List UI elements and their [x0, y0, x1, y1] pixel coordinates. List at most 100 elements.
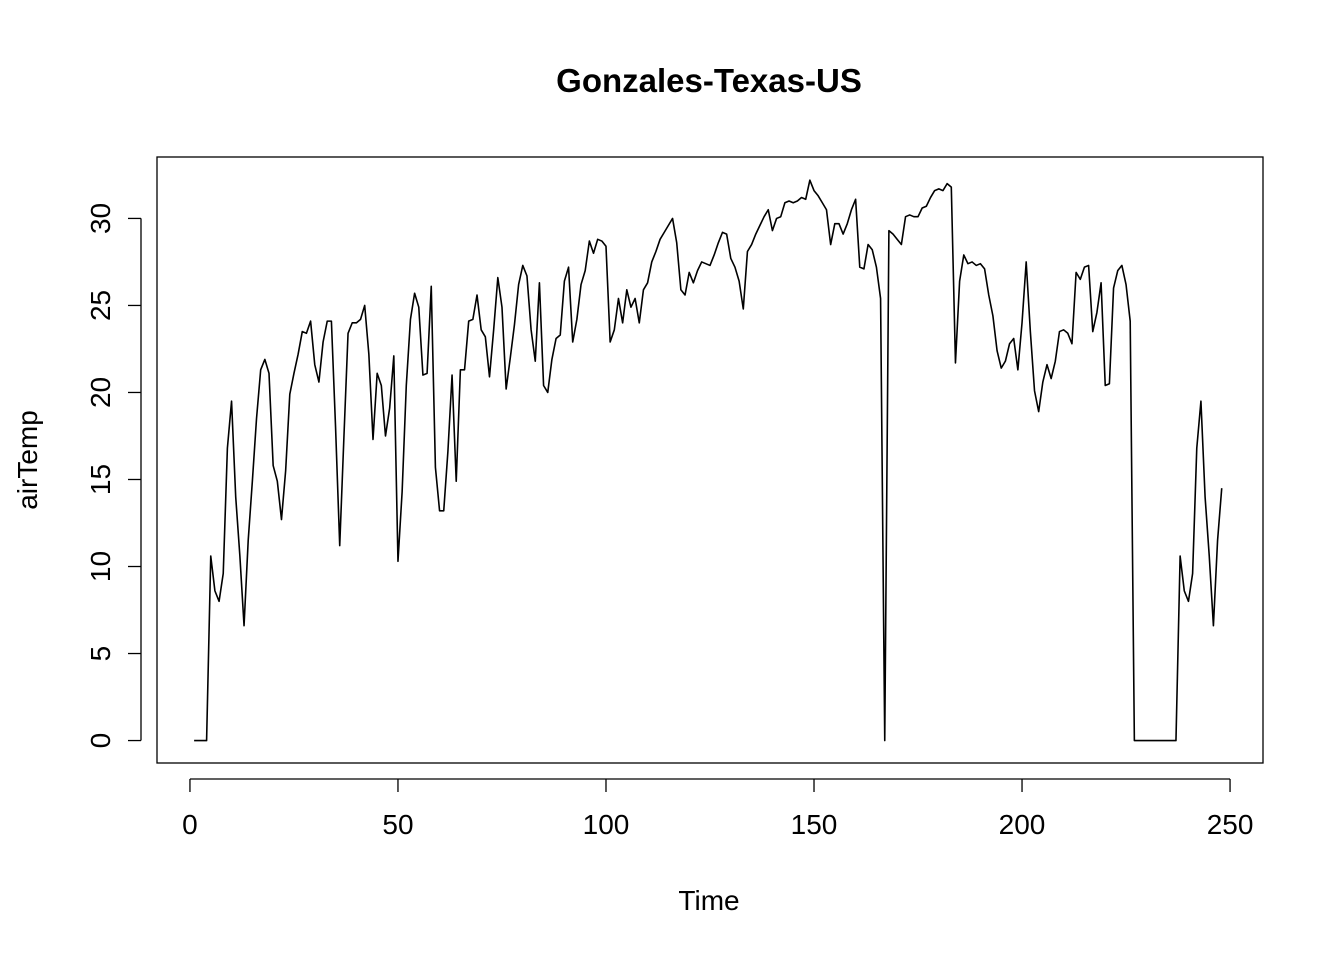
data-point: [779, 215, 782, 218]
data-point: [879, 297, 882, 300]
data-point: [771, 229, 774, 232]
data-point: [384, 434, 387, 437]
data-point: [979, 262, 982, 265]
data-point: [996, 349, 999, 352]
data-point: [459, 368, 462, 371]
data-point: [322, 341, 325, 344]
data-point: [604, 245, 607, 248]
data-point: [567, 266, 570, 269]
data-point: [671, 217, 674, 220]
data-point: [434, 466, 437, 469]
data-point: [892, 233, 895, 236]
data-point: [421, 374, 424, 377]
data-point: [825, 208, 828, 211]
data-point: [625, 288, 628, 291]
data-point: [659, 238, 662, 241]
data-point: [966, 262, 969, 265]
data-point: [754, 233, 757, 236]
data-point: [663, 231, 666, 234]
data-point: [1058, 330, 1061, 333]
data-point: [342, 436, 345, 439]
data-point: [1125, 283, 1128, 286]
data-point: [1050, 377, 1053, 380]
data-point: [846, 222, 849, 225]
data-point: [555, 337, 558, 340]
data-point: [388, 407, 391, 410]
data-point: [833, 222, 836, 225]
data-point: [642, 288, 645, 291]
data-point: [1129, 320, 1132, 323]
data-point: [326, 320, 329, 323]
data-point: [492, 328, 495, 331]
data-point: [234, 495, 237, 498]
plot-frame: [156, 156, 1264, 764]
data-point: [505, 387, 508, 390]
data-point: [742, 307, 745, 310]
data-point: [413, 292, 416, 295]
data-point: [1116, 269, 1119, 272]
data-point: [276, 480, 279, 483]
data-point: [887, 229, 890, 232]
data-point: [829, 243, 832, 246]
data-point: [222, 572, 225, 575]
data-point: [800, 196, 803, 199]
data-point: [1000, 367, 1003, 370]
data-point: [788, 200, 791, 203]
data-point: [613, 328, 616, 331]
data-point: [709, 264, 712, 267]
data-point: [987, 294, 990, 297]
data-point: [1008, 342, 1011, 345]
data-point: [1204, 495, 1207, 498]
data-point: [950, 186, 953, 189]
data-point: [201, 739, 204, 742]
chart-title: Gonzales-Texas-US: [556, 62, 862, 99]
data-point: [1087, 264, 1090, 267]
data-point: [301, 330, 304, 333]
data-point: [875, 266, 878, 269]
data-point: [255, 417, 258, 420]
data-point: [696, 269, 699, 272]
data-point: [1075, 271, 1078, 274]
data-point: [767, 208, 770, 211]
data-point: [542, 384, 545, 387]
data-point: [1212, 624, 1215, 627]
data-point: [667, 224, 670, 227]
data-point: [476, 294, 479, 297]
y-tick-label: 10: [85, 551, 116, 582]
data-point: [230, 400, 233, 403]
data-point: [1174, 739, 1177, 742]
data-point: [309, 320, 312, 323]
data-point: [746, 250, 749, 253]
data-point: [883, 739, 886, 742]
data-point: [480, 328, 483, 331]
data-point: [467, 320, 470, 323]
data-point: [392, 354, 395, 357]
data-point: [559, 334, 562, 337]
data-point: [405, 384, 408, 387]
data-point: [305, 332, 308, 335]
data-point: [792, 201, 795, 204]
data-point: [621, 321, 624, 324]
data-point: [284, 469, 287, 472]
data-point: [721, 231, 724, 234]
data-point: [983, 267, 986, 270]
x-axis-label: Time: [678, 885, 739, 916]
data-point: [1108, 382, 1111, 385]
data-point: [858, 266, 861, 269]
data-point: [1045, 363, 1048, 366]
data-point: [1133, 739, 1136, 742]
data-point: [588, 240, 591, 243]
data-point: [975, 264, 978, 267]
data-point: [1012, 337, 1015, 340]
data-point: [1179, 555, 1182, 558]
data-point: [513, 323, 516, 326]
data-point: [600, 240, 603, 243]
data-point: [933, 189, 936, 192]
data-point: [534, 360, 537, 363]
data-point: [813, 189, 816, 192]
data-point: [1166, 739, 1169, 742]
data-point: [288, 393, 291, 396]
data-point: [546, 391, 549, 394]
